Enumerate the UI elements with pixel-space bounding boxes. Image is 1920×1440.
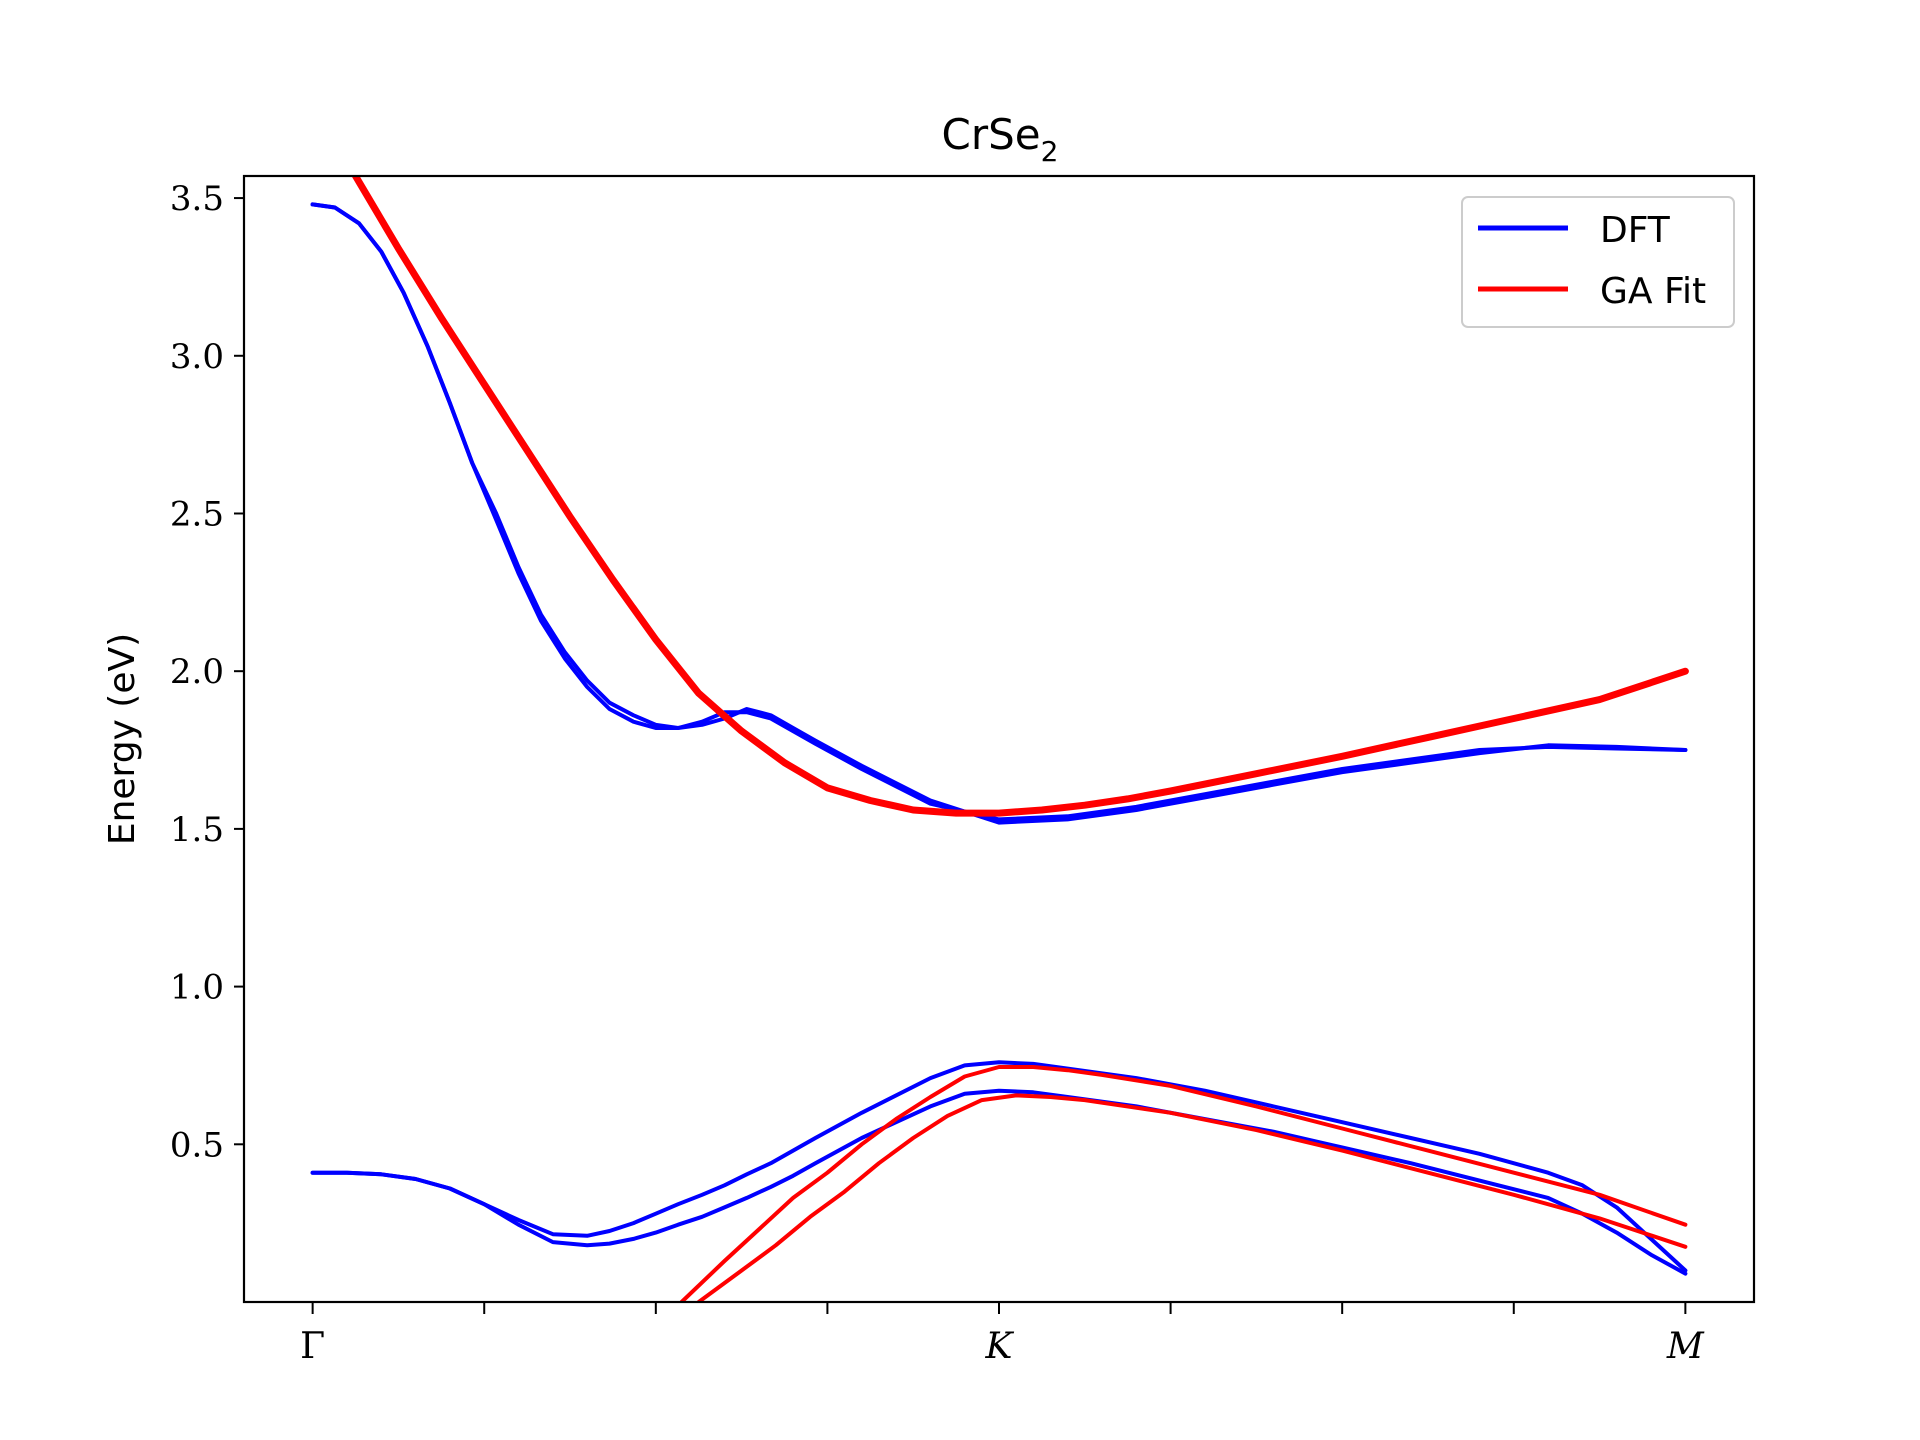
legend-dft-label: DFT <box>1600 210 1671 251</box>
y-axis: 0.5 1.0 1.5 2.0 2.5 3.0 3.5 <box>170 179 244 1165</box>
y-axis-label: Energy (eV) <box>102 633 143 845</box>
y-tick-label: 2.0 <box>170 652 224 692</box>
series-line-dft-3 <box>310 1088 1688 1276</box>
x-tick-label: Γ <box>300 1326 325 1367</box>
legend-ga-fit-label: GA Fit <box>1600 271 1706 312</box>
series-line-dft-2 <box>310 1060 1688 1273</box>
series-line-dft-1 <box>310 202 1688 825</box>
series-line-ga-fit-6 <box>696 1093 1688 1302</box>
chart-title: CrSe2 <box>942 110 1059 168</box>
y-tick-label: 0.5 <box>170 1125 224 1165</box>
chart-title-subscript: 2 <box>1041 135 1059 168</box>
series-layer <box>310 176 1689 1302</box>
y-tick-label: 3.5 <box>170 179 224 219</box>
y-tick-label: 3.0 <box>170 337 224 377</box>
chart-title-text: CrSe <box>942 110 1041 159</box>
y-tick-label: 2.5 <box>170 494 224 534</box>
x-tick-label: K <box>985 1326 1015 1367</box>
series-line-ga-fit-5 <box>679 1065 1688 1302</box>
x-tick-label: M <box>1666 1326 1705 1367</box>
y-tick-label: 1.0 <box>170 968 224 1008</box>
series-line-ga-fit-4 <box>352 176 1689 817</box>
plot-area <box>242 174 1756 1304</box>
y-tick-label: 1.5 <box>170 810 224 850</box>
legend: DFT GA Fit <box>1461 196 1735 328</box>
